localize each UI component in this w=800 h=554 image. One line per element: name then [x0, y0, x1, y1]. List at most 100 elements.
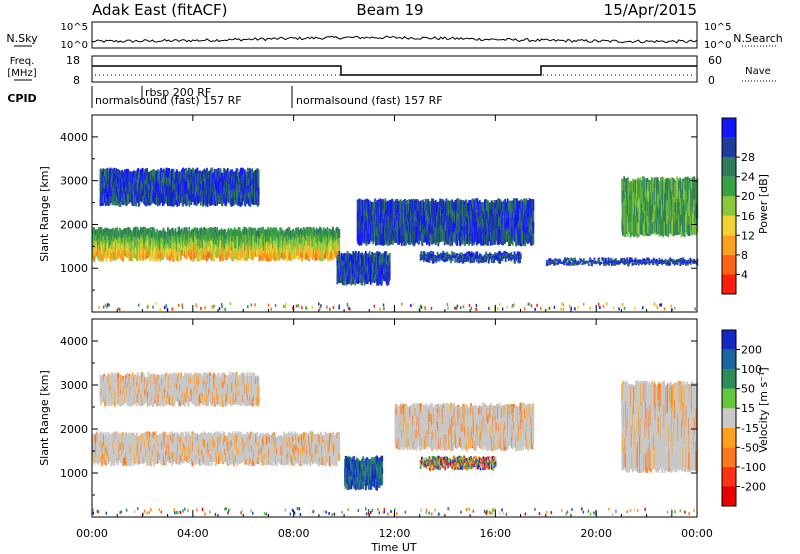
noise-left-tick-top: 10^5: [61, 22, 88, 33]
data-cell: [220, 254, 223, 261]
data-cell: [274, 227, 276, 235]
data-cell: [254, 228, 257, 235]
power-data-cells: [92, 167, 699, 311]
data-cell: [485, 251, 488, 254]
data-cell: [119, 228, 121, 236]
data-cell: [119, 199, 122, 207]
data-cell: [219, 255, 222, 262]
data-cell: [515, 259, 518, 261]
data-cell: [519, 259, 522, 262]
data-cell: [214, 226, 217, 235]
data-cell: [532, 210, 535, 223]
data-cell: [426, 260, 429, 263]
data-cell: [250, 227, 252, 236]
beam-title: Beam 19: [356, 1, 423, 19]
data-cell: [436, 251, 439, 254]
data-cell: [141, 228, 143, 236]
noise-left-tick-bottom: 10^0: [61, 40, 88, 51]
data-cell: [293, 252, 296, 259]
data-cell: [125, 228, 128, 235]
data-cell: [322, 227, 325, 236]
data-cell: [184, 227, 186, 234]
data-cell: [493, 260, 496, 263]
data-cell: [283, 252, 285, 261]
data-cell: [127, 169, 130, 178]
data-cell: [270, 253, 273, 261]
noise-panel: N.Sky 10^5 10^0 10^5 10^0 N.Search: [6, 21, 783, 51]
data-cell: [547, 263, 549, 265]
data-cell: [206, 254, 208, 261]
data-cell: [318, 253, 320, 260]
data-cell: [308, 252, 311, 260]
noise-sky-label: N.Sky: [6, 32, 38, 45]
data-cell: [448, 253, 451, 256]
data-cell: [208, 227, 210, 234]
data-cell: [450, 260, 452, 264]
data-cell: [298, 252, 300, 260]
data-cell: [456, 259, 459, 263]
data-cell: [581, 261, 583, 263]
data-cell: [190, 254, 193, 260]
noise-right-tick-bottom: 10^0: [704, 40, 731, 51]
data-cell: [461, 252, 464, 255]
data-cell: [185, 252, 188, 260]
data-cell: [453, 253, 455, 256]
data-cell: [574, 260, 577, 262]
data-cell: [550, 262, 552, 265]
data-cell: [487, 260, 490, 264]
data-cell: [253, 227, 256, 235]
data-cell: [547, 264, 549, 266]
data-cell: [421, 251, 423, 255]
data-cell: [504, 251, 506, 253]
data-cell: [262, 226, 264, 234]
data-cell: [577, 261, 580, 263]
data-cell: [194, 227, 196, 234]
freq-right-tick-bottom: 0: [708, 74, 715, 87]
cpid-segment-2: rbsp 200 RF: [145, 86, 211, 99]
data-cell: [485, 260, 488, 263]
data-cell: [559, 258, 561, 260]
data-cell: [432, 251, 435, 255]
data-cell: [301, 255, 303, 262]
data-cell: [300, 228, 302, 235]
data-cell: [168, 254, 171, 261]
data-cell: [257, 187, 260, 197]
freq-trace: [92, 65, 697, 76]
data-cell: [451, 259, 454, 262]
data-cell: [288, 227, 291, 234]
data-cell: [213, 227, 215, 236]
data-cell: [435, 261, 438, 264]
data-cell: [577, 260, 580, 262]
data-cell: [571, 264, 574, 266]
data-cell: [578, 263, 581, 265]
data-cell: [580, 258, 583, 260]
data-cell: [438, 259, 440, 262]
data-cell: [327, 254, 330, 262]
data-cell: [428, 259, 431, 263]
data-cell: [555, 262, 557, 264]
data-cell: [257, 196, 260, 206]
data-cell: [286, 253, 288, 261]
data-cell: [467, 257, 470, 260]
data-cell: [459, 252, 462, 255]
data-cell: [510, 252, 513, 255]
freq-left-tick-bottom: 8: [73, 74, 80, 87]
data-cell: [211, 253, 214, 260]
data-cell: [260, 227, 263, 234]
data-cell: [246, 253, 249, 261]
data-cell: [519, 257, 522, 259]
data-cell: [559, 260, 562, 262]
data-cell: [504, 258, 507, 261]
data-cell: [501, 259, 504, 262]
data-cell: [338, 237, 341, 247]
station-title: Adak East (fitACF): [92, 1, 227, 19]
data-cell: [102, 255, 104, 262]
freq-right-tick-top: 60: [708, 54, 722, 67]
data-cell: [472, 252, 475, 255]
data-cell: [105, 168, 107, 177]
date-title: 15/Apr/2015: [604, 1, 697, 19]
noise-search-label: N.Search: [733, 32, 783, 45]
cpid-segment-1: normalsound (fast) 157 RF: [95, 94, 242, 107]
